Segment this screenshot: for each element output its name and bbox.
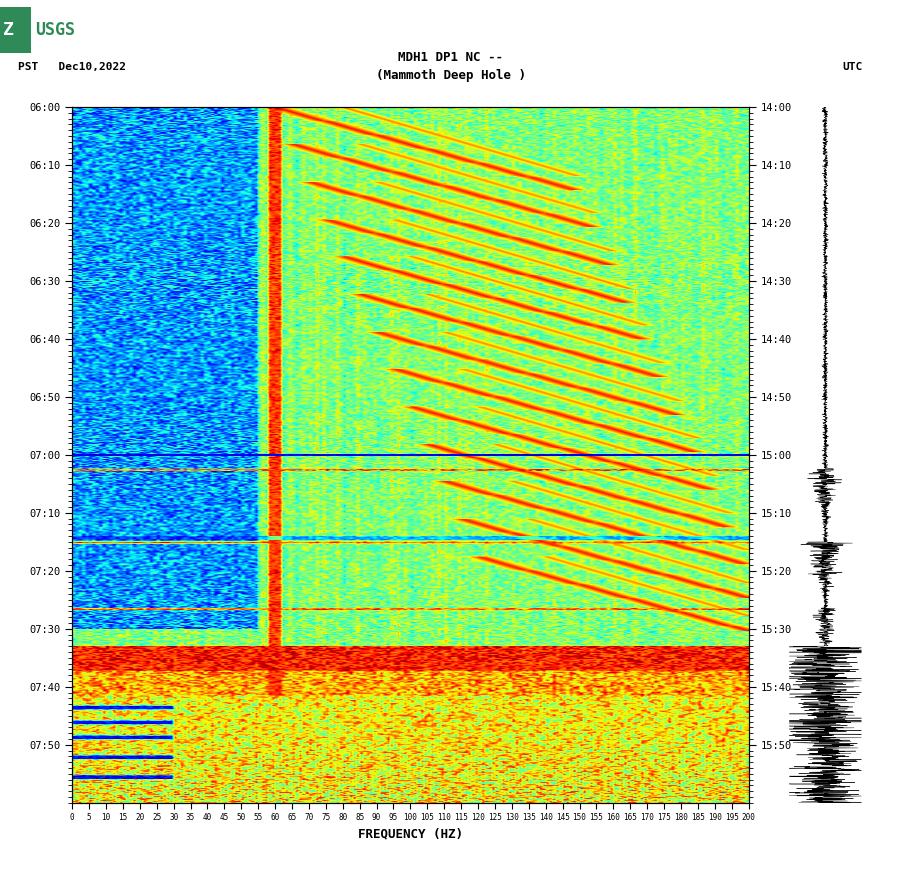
Text: (Mammoth Deep Hole ): (Mammoth Deep Hole ): [376, 70, 526, 82]
X-axis label: FREQUENCY (HZ): FREQUENCY (HZ): [358, 828, 463, 841]
FancyBboxPatch shape: [0, 7, 31, 53]
Text: UTC: UTC: [842, 62, 862, 72]
Text: MDH1 DP1 NC --: MDH1 DP1 NC --: [399, 52, 503, 64]
Text: USGS: USGS: [35, 21, 75, 39]
Text: Z: Z: [3, 21, 14, 39]
Text: PST   Dec10,2022: PST Dec10,2022: [18, 62, 126, 72]
